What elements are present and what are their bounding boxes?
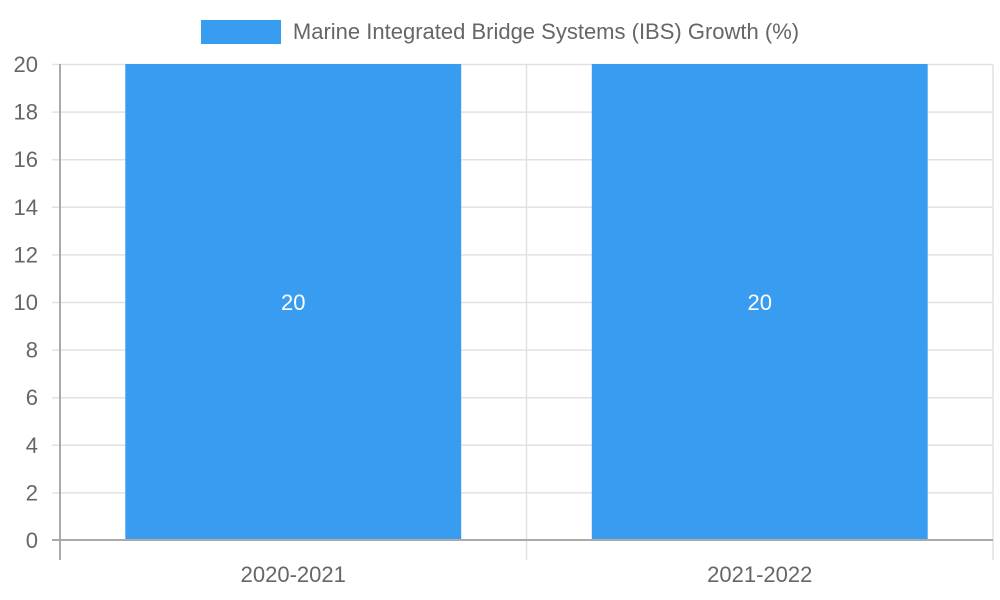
y-tick-label: 8	[26, 338, 38, 363]
y-tick-label: 10	[14, 290, 38, 315]
y-tick-label: 20	[14, 52, 38, 77]
y-tick-label: 14	[14, 195, 38, 220]
x-tick-label: 2021-2022	[707, 562, 812, 587]
y-tick-label: 6	[26, 385, 38, 410]
bar-2020-2021[interactable]	[125, 64, 462, 540]
legend-swatch[interactable]	[200, 20, 281, 44]
y-tick-label: 12	[14, 242, 38, 267]
bar-value-label: 20	[281, 290, 305, 315]
x-tick-label: 2020-2021	[241, 562, 346, 587]
legend-label[interactable]: Marine Integrated Bridge Systems (IBS) G…	[292, 19, 800, 44]
chart-legend: Marine Integrated Bridge Systems (IBS) G…	[0, 18, 1000, 46]
y-tick-label: 18	[14, 100, 38, 125]
y-tick-label: 0	[26, 528, 38, 553]
y-tick-label: 16	[14, 147, 38, 172]
bar-2021-2022[interactable]	[591, 64, 928, 540]
y-tick-label: 4	[26, 433, 38, 458]
bar-value-label: 20	[748, 290, 772, 315]
y-tick-label: 2	[26, 480, 38, 505]
